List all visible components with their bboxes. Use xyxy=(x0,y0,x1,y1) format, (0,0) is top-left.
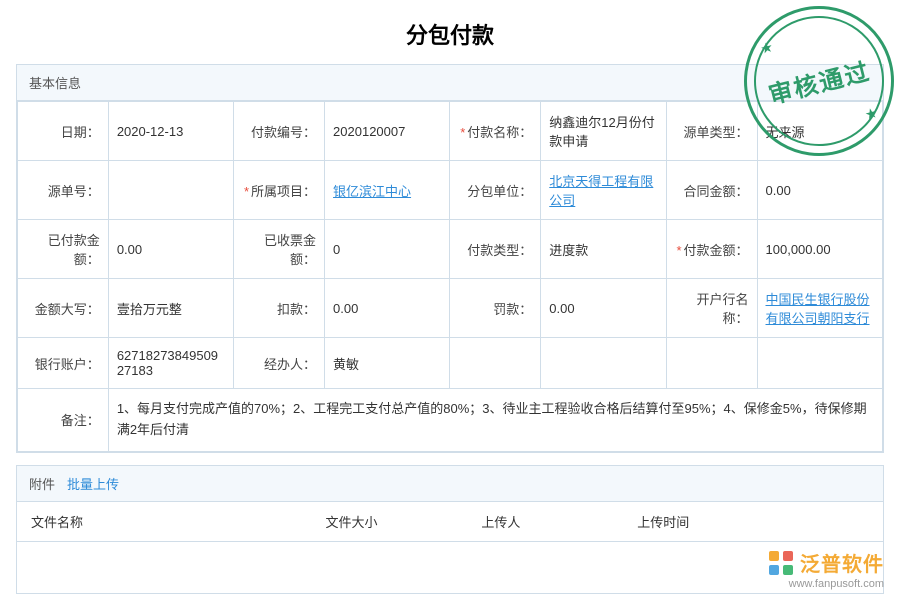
label-empty-2 xyxy=(666,338,757,389)
batch-upload-button[interactable]: 批量上传 xyxy=(67,474,119,493)
label-bank-name: 开户行名称： xyxy=(666,279,757,338)
label-empty-1 xyxy=(450,338,541,389)
value-pay-amt: 100,000.00 xyxy=(757,220,882,279)
value-amt-cn: 壹拾万元整 xyxy=(108,279,233,338)
value-bank-acct: 6271827384950927183 xyxy=(108,338,233,389)
value-contract-amt: 0.00 xyxy=(757,161,882,220)
attachments-header: 附件 xyxy=(29,474,55,493)
label-handler: 经办人： xyxy=(234,338,325,389)
value-src-no xyxy=(108,161,233,220)
value-penalty: 0.00 xyxy=(541,279,666,338)
label-amt-cn: 金额大写： xyxy=(18,279,109,338)
label-inv-amt: 已收票金额： xyxy=(234,220,325,279)
value-deduct: 0.00 xyxy=(325,279,450,338)
col-filename: 文件名称 xyxy=(17,502,311,542)
table-row-empty xyxy=(17,541,883,593)
label-contract-amt: 合同金额： xyxy=(666,161,757,220)
value-paid-amt: 0.00 xyxy=(108,220,233,279)
value-inv-amt: 0 xyxy=(325,220,450,279)
attachments-table: 文件名称 文件大小 上传人 上传时间 xyxy=(17,502,883,593)
label-project: *所属项目： xyxy=(234,161,325,220)
value-date: 2020-12-13 xyxy=(108,102,233,161)
label-sub-unit: 分包单位： xyxy=(450,161,541,220)
value-src-type: 无来源 xyxy=(757,102,882,161)
value-pay-type: 进度款 xyxy=(541,220,666,279)
basic-info-panel: 基本信息 日期： 2020-12-13 付款编号： 2020120007 *付款… xyxy=(16,64,884,453)
label-pay-no: 付款编号： xyxy=(234,102,325,161)
label-pay-type: 付款类型： xyxy=(450,220,541,279)
label-paid-amt: 已付款金额： xyxy=(18,220,109,279)
sub-unit-link[interactable]: 北京天得工程有限公司 xyxy=(549,174,653,208)
page-title: 分包付款 xyxy=(0,0,900,64)
value-handler: 黄敏 xyxy=(325,338,450,389)
value-remark: 1、每月支付完成产值的70%；2、工程完工支付总产值的80%；3、待业主工程验收… xyxy=(108,389,882,452)
label-deduct: 扣款： xyxy=(234,279,325,338)
col-uploader: 上传人 xyxy=(467,502,623,542)
attachments-panel: 附件 批量上传 文件名称 文件大小 上传人 上传时间 xyxy=(16,465,884,594)
label-penalty: 罚款： xyxy=(450,279,541,338)
col-filesize: 文件大小 xyxy=(311,502,467,542)
label-date: 日期： xyxy=(18,102,109,161)
label-src-no: 源单号： xyxy=(18,161,109,220)
value-bank-name: 中国民生银行股份有限公司朝阳支行 xyxy=(757,279,882,338)
col-uploadtime: 上传时间 xyxy=(623,502,883,542)
basic-info-header: 基本信息 xyxy=(17,65,883,101)
project-link[interactable]: 银亿滨江中心 xyxy=(333,184,411,199)
value-sub-unit: 北京天得工程有限公司 xyxy=(541,161,666,220)
value-pay-name: 纳鑫迪尔12月份付款申请 xyxy=(541,102,666,161)
basic-info-table: 日期： 2020-12-13 付款编号： 2020120007 *付款名称： 纳… xyxy=(17,101,883,452)
label-src-type: 源单类型： xyxy=(666,102,757,161)
label-bank-acct: 银行账户： xyxy=(18,338,109,389)
label-pay-name: *付款名称： xyxy=(450,102,541,161)
bank-name-link[interactable]: 中国民生银行股份有限公司朝阳支行 xyxy=(766,292,870,326)
value-pay-no: 2020120007 xyxy=(325,102,450,161)
label-pay-amt: *付款金额： xyxy=(666,220,757,279)
label-remark: 备注： xyxy=(18,389,109,452)
value-empty-1 xyxy=(541,338,666,389)
value-project: 银亿滨江中心 xyxy=(325,161,450,220)
value-empty-2 xyxy=(757,338,882,389)
